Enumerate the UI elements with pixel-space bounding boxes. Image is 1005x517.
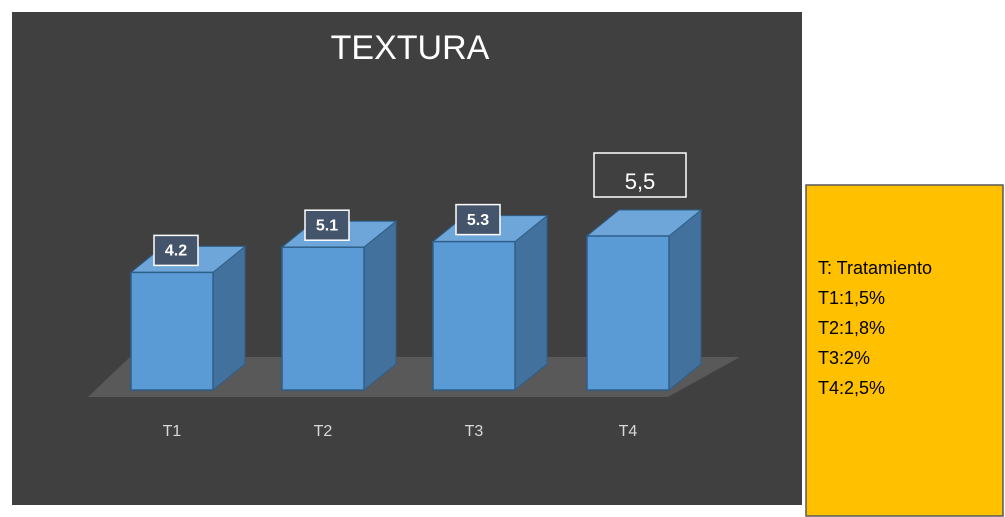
note-line: T2:1,8% (818, 318, 885, 338)
value-label: 5.3 (467, 212, 489, 229)
x-tick-label: T3 (465, 423, 484, 440)
value-label: 4.2 (165, 243, 187, 260)
bar (130, 271, 214, 391)
bar (281, 246, 365, 391)
value-label: 5,5 (625, 169, 656, 194)
note-line: T4:2,5% (818, 378, 885, 398)
value-label-box (304, 209, 350, 241)
bar-side (514, 214, 548, 392)
value-label-box (593, 152, 687, 198)
x-tick-label: T4 (619, 423, 638, 440)
bar (432, 240, 516, 391)
x-tick-label: T2 (314, 423, 333, 440)
note-line: T: Tratamiento (818, 258, 932, 278)
note-box (805, 184, 1004, 517)
value-label-box (153, 234, 199, 267)
note-line: T3:2% (818, 348, 870, 368)
bar (586, 235, 670, 391)
value-label-box (455, 203, 501, 236)
note-line: T1:1,5% (818, 288, 885, 308)
x-tick-label: T1 (163, 423, 182, 440)
bar-side (668, 208, 702, 392)
bar-side (363, 220, 397, 392)
floor (88, 357, 740, 397)
value-label: 5.1 (316, 217, 338, 234)
chart-title: TEXTURA (331, 29, 490, 67)
